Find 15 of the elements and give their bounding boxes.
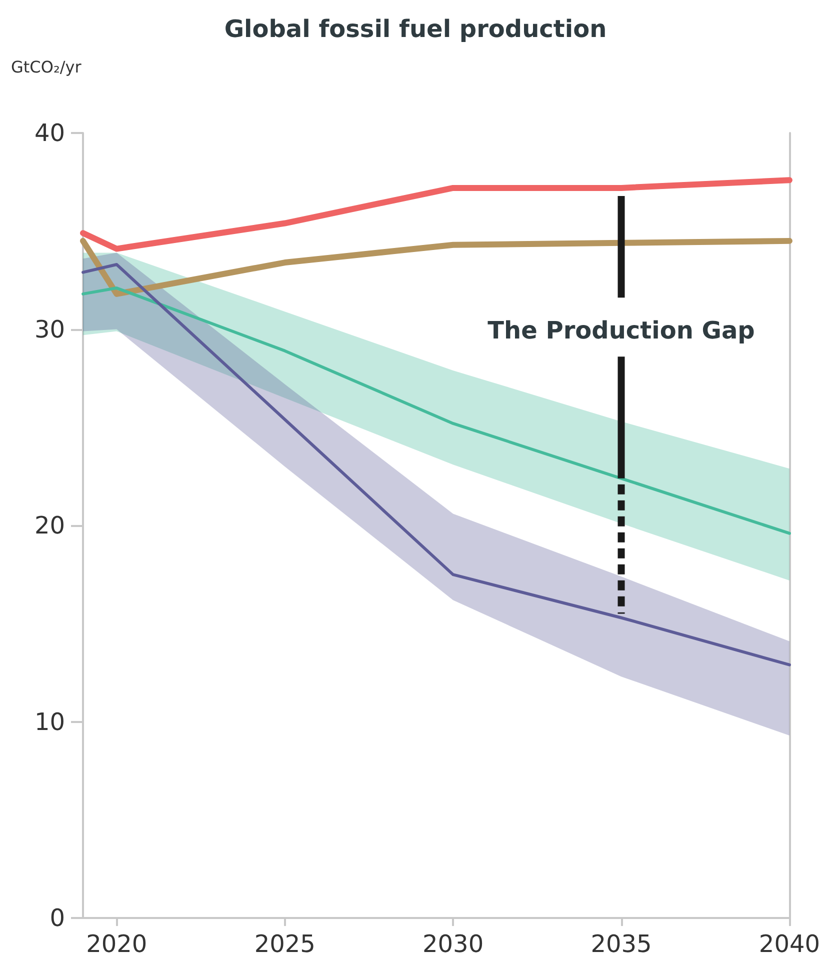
chart-title: Global fossil fuel production — [224, 15, 607, 43]
x-tick-label: 2020 — [86, 930, 148, 958]
ref-line-label: The Production Gap — [488, 316, 755, 345]
y-tick-label: 0 — [50, 904, 65, 932]
x-tick-label: 2025 — [254, 930, 316, 958]
y-tick-label: 20 — [34, 512, 65, 540]
y-tick-label: 40 — [34, 119, 65, 147]
x-tick-label: 2040 — [758, 930, 820, 958]
y-tick-label: 30 — [34, 315, 65, 344]
y-tick-label: 10 — [34, 708, 65, 736]
x-tick-label: 2030 — [422, 930, 484, 958]
y-axis-title: GtCO₂/yr — [11, 58, 82, 76]
line-series — [82, 262, 791, 666]
x-tick-label: 2035 — [590, 930, 652, 958]
line-series — [82, 286, 791, 535]
